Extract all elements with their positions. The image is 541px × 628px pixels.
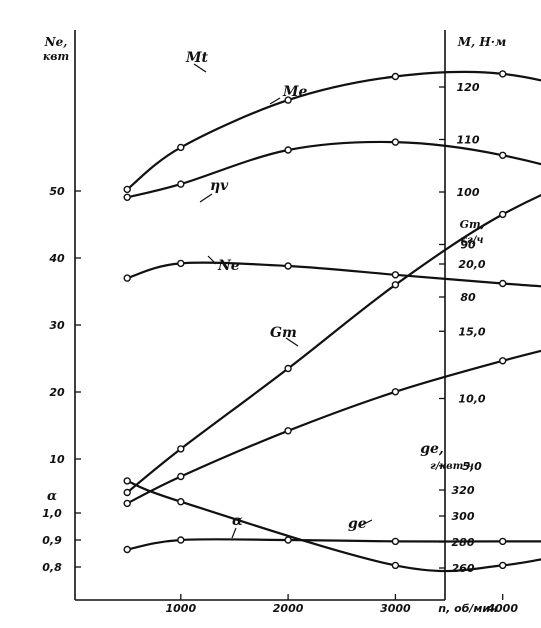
series-line-alpha: [126, 538, 541, 551]
point-eta_v: [284, 262, 292, 270]
torque-tick-label: 90: [460, 239, 476, 252]
ge-tick-label: 300: [452, 510, 475, 523]
x-axis-label: n, об/мин: [438, 602, 498, 615]
ne-tick-label: 50: [49, 185, 65, 198]
gt-tick-label: 5,0: [462, 460, 482, 473]
curve-leader-Gt: [285, 337, 299, 347]
ne-tick-label: 10: [49, 453, 65, 466]
point-alpha: [284, 536, 292, 544]
torque-tick-label: 110: [457, 134, 480, 147]
ge-axis-unit: г/квт ч: [430, 461, 474, 472]
gt-axis-label: Gт,: [460, 218, 485, 231]
point-Me: [177, 180, 185, 188]
curve-label-alpha: α: [232, 513, 243, 529]
point-Me: [499, 151, 507, 160]
curve-leader-Ne: [207, 255, 217, 265]
point-Mt: [284, 96, 292, 104]
point-ge: [391, 561, 400, 570]
point-eta_v: [123, 274, 131, 282]
x-tick-label: 4000: [486, 602, 518, 615]
x-tick-label: 1000: [165, 602, 196, 615]
gt-tick-label: 15,0: [458, 325, 485, 338]
ge-tick-label: 260: [452, 562, 475, 575]
x-tick-label: 2000: [273, 602, 304, 615]
point-Gt: [499, 357, 507, 365]
point-Ne: [177, 445, 185, 453]
torque-axis-label: M, Н·м: [457, 35, 507, 49]
series-line-Ne: [126, 194, 541, 494]
point-alpha: [177, 536, 185, 544]
curve-leader-eta_v: [199, 193, 213, 203]
series-line-ge: [126, 479, 541, 573]
point-Ne: [123, 488, 131, 497]
ge-tick-label: 320: [452, 484, 475, 497]
point-Me: [391, 138, 400, 146]
curve-label-Me: Mе: [282, 84, 307, 100]
point-alpha: [391, 537, 400, 546]
torque-tick-label: 80: [460, 291, 476, 304]
point-Mt: [123, 185, 131, 194]
labels-layer: Mt Mе ηv Ne Gт ge α: [185, 50, 373, 539]
point-Mt: [177, 143, 185, 152]
series-layer: [123, 70, 541, 573]
curve-label-Ne: Ne: [217, 258, 240, 274]
series-line-eta_v: [126, 261, 541, 288]
curve-leader-alpha: [231, 527, 237, 539]
torque-tick-label: 100: [457, 186, 480, 199]
gt-tick-label: 10,0: [458, 393, 485, 406]
alpha-tick-label: 1,0: [42, 507, 62, 520]
point-eta_v: [499, 279, 507, 288]
point-ge: [499, 561, 507, 570]
point-eta_v: [391, 271, 400, 279]
point-Gt: [123, 499, 131, 508]
curve-label-ge: ge: [348, 516, 367, 532]
alpha-axis-label: α: [47, 489, 57, 504]
ne-tick-label: 30: [49, 319, 65, 332]
point-ge: [123, 477, 131, 485]
point-alpha: [499, 537, 507, 546]
alpha-tick-label: 0,9: [42, 534, 62, 547]
series-line-Me: [126, 140, 541, 199]
ge-axis-label: ge,: [420, 441, 444, 457]
curve-leader-Me: [269, 97, 281, 105]
point-Ne: [499, 210, 507, 219]
curve-leader-Mt: [193, 63, 207, 73]
point-Gt: [177, 472, 185, 481]
point-alpha: [123, 545, 131, 554]
point-Me: [284, 146, 292, 154]
curve-label-Mt: Mt: [185, 50, 208, 66]
gt-axis-unit: кг/ч: [460, 235, 483, 246]
point-eta_v: [177, 259, 185, 268]
curve-label-Gt: Gт: [270, 325, 297, 341]
point-Gt: [391, 388, 400, 396]
point-Gt: [284, 427, 292, 435]
axes: 100020003000400050006000n, об/мин1020304…: [42, 30, 518, 615]
ne-tick-label: 40: [48, 252, 65, 265]
x-tick-label: 3000: [380, 602, 411, 615]
point-Ne: [391, 281, 400, 289]
curve-leader-ge: [359, 519, 373, 527]
alpha-tick-label: 0,8: [42, 561, 62, 574]
series-line-Mt: [126, 70, 541, 191]
point-Mt: [391, 72, 400, 81]
series-line-Gt: [126, 349, 541, 505]
ne-axis-label: Ne,: [44, 35, 68, 49]
torque-tick-label: 120: [457, 81, 480, 94]
point-Ne: [284, 364, 292, 373]
ne-tick-label: 20: [49, 386, 65, 399]
curve-label-eta_v: ηv: [210, 178, 229, 194]
ne-axis-unit: квт: [43, 50, 69, 63]
gt-tick-label: 20,0: [458, 258, 485, 271]
point-Me: [123, 193, 131, 202]
point-Mt: [499, 70, 507, 78]
point-ge: [177, 498, 185, 506]
